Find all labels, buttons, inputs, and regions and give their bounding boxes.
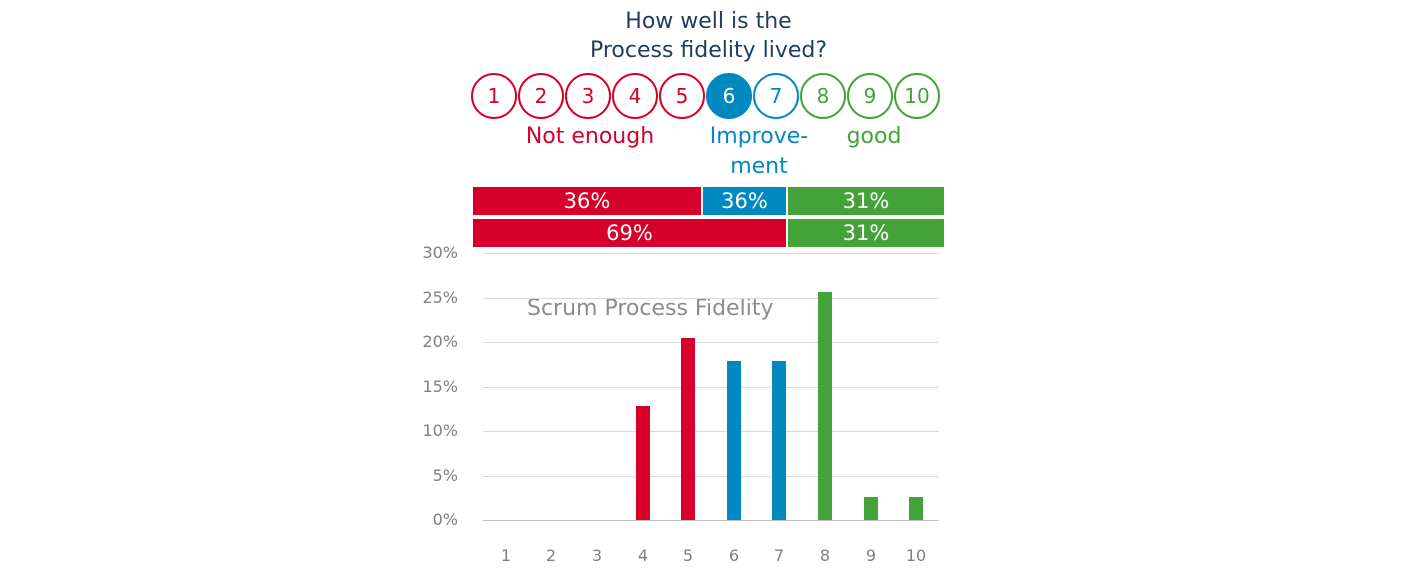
summary-row1-red: 36% <box>473 187 701 215</box>
gridline <box>483 476 939 477</box>
x-axis-line <box>483 520 939 521</box>
bar-6 <box>727 361 741 520</box>
good-label: good <box>846 124 902 149</box>
x-tick-label: 7 <box>773 546 785 565</box>
y-tick-label: 25% <box>422 288 458 307</box>
y-tick-label: 0% <box>432 510 458 529</box>
bar-7 <box>772 361 786 520</box>
x-tick-label: 2 <box>545 546 557 565</box>
summary-row1-green: 31% <box>788 187 944 215</box>
chart-title: Scrum Process Fidelity <box>527 296 774 321</box>
x-tick-label: 9 <box>865 546 877 565</box>
improvement-label-line-1: Improve- <box>709 124 809 149</box>
summary-row2-red: 69% <box>473 219 786 247</box>
improvement-label-line-2: ment <box>730 154 788 179</box>
scale-circle-2: 2 <box>518 73 564 119</box>
question-line-2: Process fidelity lived? <box>589 38 828 63</box>
scale-circle-9: 9 <box>847 73 893 119</box>
x-tick-label: 4 <box>637 546 649 565</box>
scale-circle-8: 8 <box>800 73 846 119</box>
bar-8 <box>818 292 832 520</box>
scale-circle-6: 6 <box>706 73 752 119</box>
gridline <box>483 253 939 254</box>
gridline <box>483 298 939 299</box>
x-tick-label: 6 <box>728 546 740 565</box>
question-line-1: How well is the <box>625 9 792 34</box>
summary-row2-green: 31% <box>788 219 944 247</box>
y-tick-label: 5% <box>432 466 458 485</box>
y-tick-label: 20% <box>422 332 458 351</box>
gridline <box>483 431 939 432</box>
y-tick-label: 30% <box>422 243 458 262</box>
gridline <box>483 387 939 388</box>
x-tick-label: 8 <box>819 546 831 565</box>
scale-circle-5: 5 <box>659 73 705 119</box>
not-enough-label: Not enough <box>525 124 655 149</box>
scale-circle-4: 4 <box>612 73 658 119</box>
scale-circle-7: 7 <box>753 73 799 119</box>
x-tick-label: 3 <box>591 546 603 565</box>
scale-circle-3: 3 <box>565 73 611 119</box>
y-tick-label: 15% <box>422 377 458 396</box>
bar-5 <box>681 338 695 520</box>
scale-circle-10: 10 <box>894 73 940 119</box>
scale-circle-1: 1 <box>471 73 517 119</box>
x-tick-label: 5 <box>682 546 694 565</box>
bar-4 <box>636 406 650 520</box>
x-tick-label: 1 <box>500 546 512 565</box>
y-tick-label: 10% <box>422 421 458 440</box>
summary-row1-blue: 36% <box>703 187 786 215</box>
x-tick-label: 10 <box>905 546 927 565</box>
bar-9 <box>864 497 878 520</box>
gridline <box>483 342 939 343</box>
bar-10 <box>909 497 923 520</box>
